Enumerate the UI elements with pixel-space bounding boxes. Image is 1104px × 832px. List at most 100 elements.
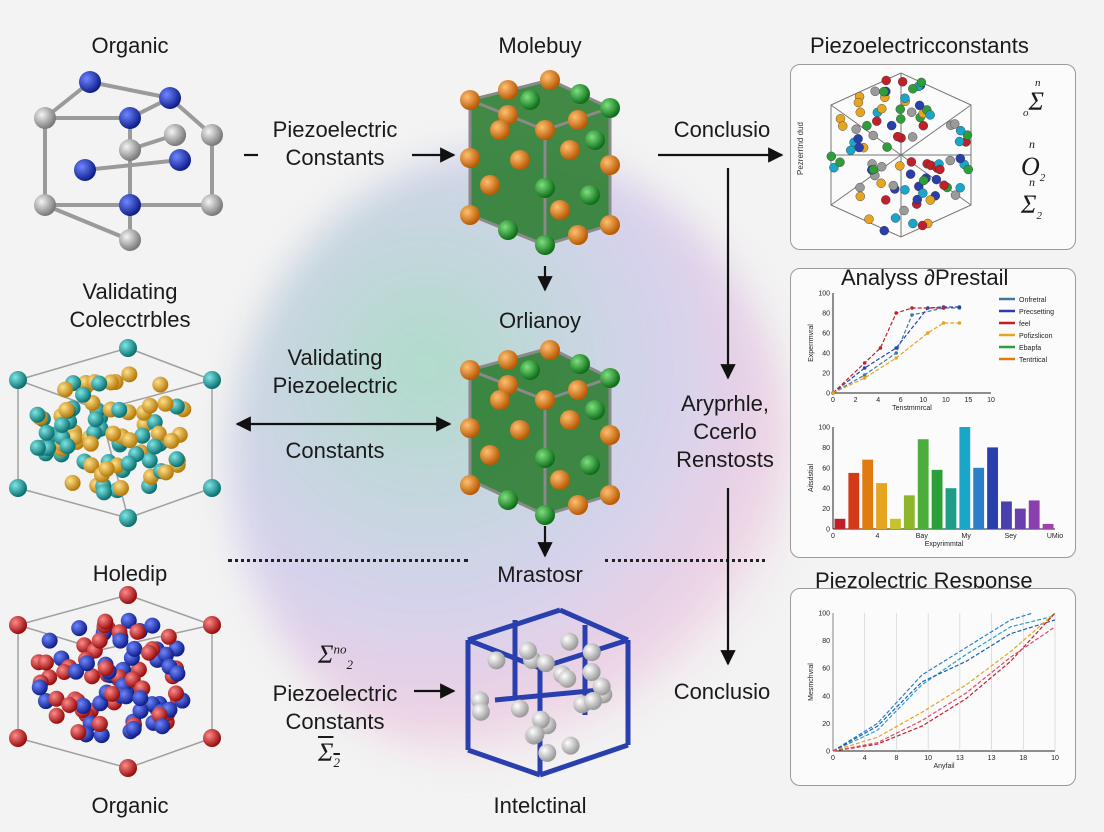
panel2-title: Analyss ∂Prestail — [841, 265, 1009, 290]
bar — [1001, 501, 1012, 529]
atom — [881, 75, 891, 86]
x-axis-label: Expyrimmtal — [925, 541, 964, 548]
series-line — [832, 612, 1056, 752]
atom — [540, 340, 560, 360]
y-tick-label: 40 — [822, 693, 830, 700]
atom — [600, 485, 620, 505]
data-point — [910, 313, 914, 317]
label-organic-top: Organic — [91, 33, 169, 58]
atom — [536, 654, 555, 673]
atom — [918, 188, 928, 198]
x-tick-label: 10 — [1051, 755, 1059, 762]
atom — [868, 130, 878, 141]
atom — [829, 163, 839, 173]
atom — [870, 86, 880, 97]
y-tick-label: 20 — [822, 506, 830, 513]
series-line — [832, 615, 1056, 752]
atom — [918, 121, 929, 131]
data-point — [926, 331, 930, 335]
atom — [144, 617, 161, 634]
atom — [54, 416, 71, 433]
data-point — [862, 376, 867, 380]
holedip-atoms — [9, 586, 221, 777]
organic-atoms — [34, 71, 223, 251]
x-tick-label: Bay — [916, 533, 929, 540]
atom — [568, 495, 588, 515]
x-tick-label: 15 — [965, 397, 973, 404]
x-tick-label: My — [962, 533, 972, 540]
label-piezoelectric-constants-1: Piezoelectric Constants — [272, 117, 398, 170]
x-tick-label: 8 — [894, 755, 898, 762]
series-line — [832, 612, 1033, 752]
atom — [535, 390, 555, 410]
atom — [498, 375, 518, 395]
label-piezoelectric-constants-2: Piezoelectric Constants — [272, 681, 398, 734]
atom — [29, 439, 46, 456]
atom — [120, 612, 137, 629]
x-tick-label: 4 — [863, 755, 867, 762]
atom — [582, 643, 601, 662]
atom — [582, 663, 601, 682]
atom — [570, 354, 590, 374]
atom — [498, 105, 518, 125]
atom — [905, 169, 916, 179]
atom — [119, 759, 137, 777]
atom — [9, 616, 27, 634]
y-tick-label: 0 — [826, 391, 830, 398]
atom — [157, 395, 174, 412]
x-tick-label: Sey — [1005, 533, 1018, 540]
label-mrastosr: Mrastosr — [497, 562, 583, 587]
atom — [203, 479, 221, 497]
atom — [550, 200, 570, 220]
atom — [535, 235, 555, 255]
atom — [560, 632, 579, 651]
bar — [903, 495, 915, 529]
atom — [119, 509, 137, 527]
atom — [540, 70, 560, 90]
atom — [48, 707, 65, 724]
atom — [886, 120, 897, 131]
organic-molecule-top — [43, 80, 214, 242]
panel1-title: Piezoelectricconstants — [810, 33, 1029, 58]
label-aryprhle: Aryprhle, Ccerlo Renstosts — [676, 391, 774, 472]
atom — [570, 84, 590, 104]
atom — [580, 455, 600, 475]
atom — [535, 120, 555, 140]
atom — [480, 445, 500, 465]
atom — [520, 360, 540, 380]
dotted-separator-right — [605, 559, 765, 562]
atom — [59, 438, 76, 455]
y-tick-label: 0 — [826, 749, 830, 756]
legend-label: Ebapfa — [1019, 345, 1041, 352]
atom — [520, 90, 540, 110]
atom — [91, 632, 108, 649]
atom — [900, 93, 910, 103]
atom — [862, 120, 872, 131]
atom — [160, 628, 177, 645]
atom — [29, 406, 46, 423]
atom — [102, 374, 119, 391]
y-tick-label: 60 — [822, 465, 830, 472]
atom — [97, 613, 114, 630]
series-line — [832, 626, 1056, 752]
atom — [890, 213, 901, 223]
data-point — [831, 391, 835, 395]
bar — [917, 439, 929, 529]
atom — [96, 484, 113, 501]
panel1-math-1: oΣ n — [1023, 77, 1044, 120]
atom — [838, 121, 848, 131]
atom — [585, 130, 605, 150]
intelctinal-atoms — [471, 632, 613, 762]
data-point — [941, 321, 946, 325]
atom — [141, 452, 158, 469]
y-tick-label: 60 — [822, 666, 830, 673]
atom — [600, 215, 620, 235]
atom — [510, 150, 530, 170]
y-tick-label: 80 — [822, 445, 830, 452]
x-tick-label: 10 — [924, 755, 932, 762]
atom — [600, 368, 620, 388]
x-tick-label: 10 — [942, 397, 950, 404]
data-point — [957, 321, 962, 325]
atom — [876, 178, 886, 188]
